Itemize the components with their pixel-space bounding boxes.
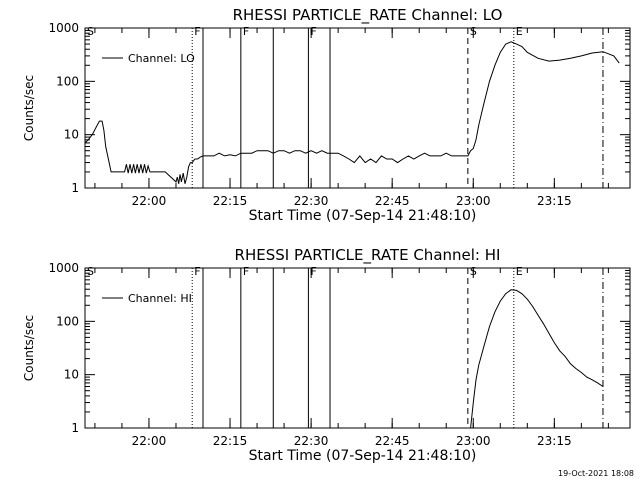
legend-entry: Channel: LO — [128, 52, 195, 65]
legend-entry: Channel: HI — [128, 292, 192, 305]
y-tick-label: 1000 — [48, 261, 79, 275]
event-marker-label: F — [243, 265, 249, 278]
x-tick-label: 22:45 — [375, 434, 410, 448]
footer-date: 19-Oct-2021 18:08 — [558, 469, 634, 478]
y-tick-label: 1 — [71, 421, 79, 435]
y-tick-label: 1000 — [48, 21, 79, 35]
y-tick-label: 1 — [71, 181, 79, 195]
y-axis-label: Counts/sec — [22, 315, 36, 381]
y-tick-label: 100 — [56, 314, 79, 328]
event-marker-label: F — [194, 265, 200, 278]
x-tick-label: 22:00 — [132, 434, 167, 448]
event-marker-label: F — [243, 25, 249, 38]
y-axis-label: Counts/sec — [22, 75, 36, 141]
x-axis-label: Start Time (07-Sep-14 21:48:10) — [249, 448, 477, 464]
x-tick-label: 23:15 — [537, 194, 572, 208]
event-marker-label: S — [470, 265, 477, 278]
x-tick-label: 22:15 — [213, 194, 248, 208]
event-marker-label: S — [470, 25, 477, 38]
x-tick-label: 22:15 — [213, 434, 248, 448]
y-tick-label: 10 — [64, 128, 79, 142]
series-line-channel-lo — [84, 41, 620, 184]
y-tick-label: 100 — [56, 74, 79, 88]
event-marker-label: E — [516, 25, 523, 38]
event-marker-label: E — [516, 265, 523, 278]
chart-panel-1: RHESSI PARTICLE_RATE Channel: LO Counts/s… — [22, 6, 631, 224]
event-marker-label: S — [87, 265, 94, 278]
chart-title: RHESSI PARTICLE_RATE Channel: HI — [235, 246, 501, 265]
x-tick-label: 23:00 — [456, 434, 491, 448]
x-tick-label: 23:15 — [537, 434, 572, 448]
event-marker-label: F — [194, 25, 200, 38]
series-line-channel-hi — [470, 289, 604, 429]
chart-panel-2: RHESSI PARTICLE_RATE Channel: HI Counts/s… — [22, 246, 631, 464]
y-tick-label: 10 — [64, 368, 79, 382]
x-tick-label: 22:30 — [294, 194, 329, 208]
x-tick-label: 22:45 — [375, 194, 410, 208]
event-marker-label: F — [310, 25, 316, 38]
x-tick-label: 22:30 — [294, 434, 329, 448]
event-marker-label: F — [310, 265, 316, 278]
x-tick-label: 22:00 — [132, 194, 167, 208]
event-marker-label: S — [87, 25, 94, 38]
chart-title: RHESSI PARTICLE_RATE Channel: LO — [233, 6, 503, 25]
x-axis-label: Start Time (07-Sep-14 21:48:10) — [249, 208, 477, 224]
x-tick-label: 23:00 — [456, 194, 491, 208]
